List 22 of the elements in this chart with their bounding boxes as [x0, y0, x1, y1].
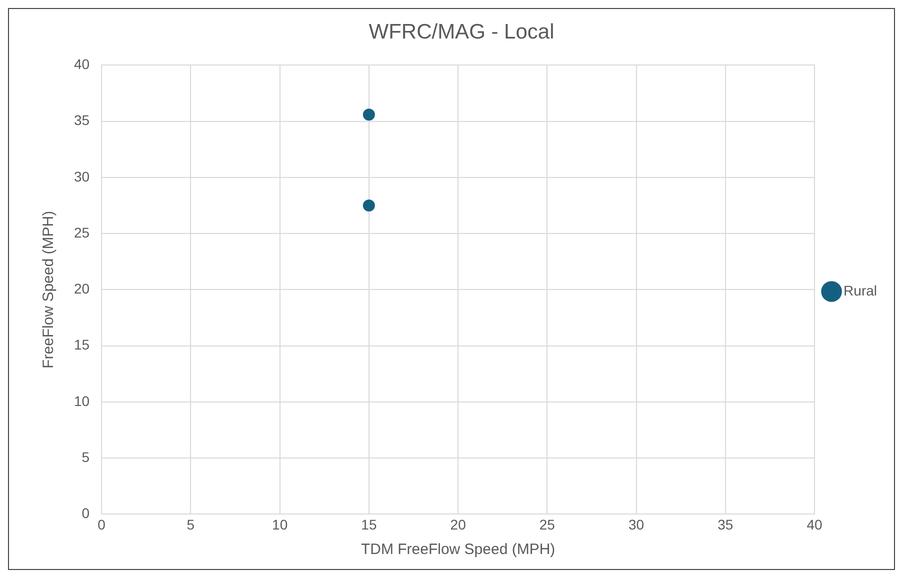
x-axis-title: TDM FreeFlow Speed (MPH) — [360, 541, 556, 558]
x-tick-label: 0 — [98, 516, 106, 532]
y-tick-label: 35 — [74, 112, 90, 128]
y-tick-label: 5 — [82, 448, 90, 465]
y-axis-title: FreeFlow Speed (MPH) — [40, 210, 58, 368]
legend-label: Rural — [844, 282, 878, 298]
y-tick-label: 40 — [74, 56, 90, 72]
y-tick-label: 30 — [74, 168, 90, 184]
x-tick-label: 35 — [718, 516, 734, 532]
y-tick-label: 15 — [74, 336, 90, 353]
x-tick-label: 25 — [539, 516, 556, 532]
y-tick-label: 25 — [74, 224, 90, 240]
x-tick-label: 20 — [450, 516, 466, 532]
y-tick-label: 10 — [74, 392, 90, 409]
x-tick-label: 30 — [628, 516, 644, 532]
x-tick-label: 10 — [272, 516, 288, 532]
y-tick-label: 20 — [74, 280, 90, 297]
x-tick-label: 40 — [806, 516, 823, 532]
chart-title: WFRC/MAG - Local — [368, 20, 554, 44]
x-tick-label: 5 — [186, 516, 195, 532]
x-tick-label: 15 — [361, 516, 377, 532]
y-tick-label: 0 — [82, 505, 90, 522]
